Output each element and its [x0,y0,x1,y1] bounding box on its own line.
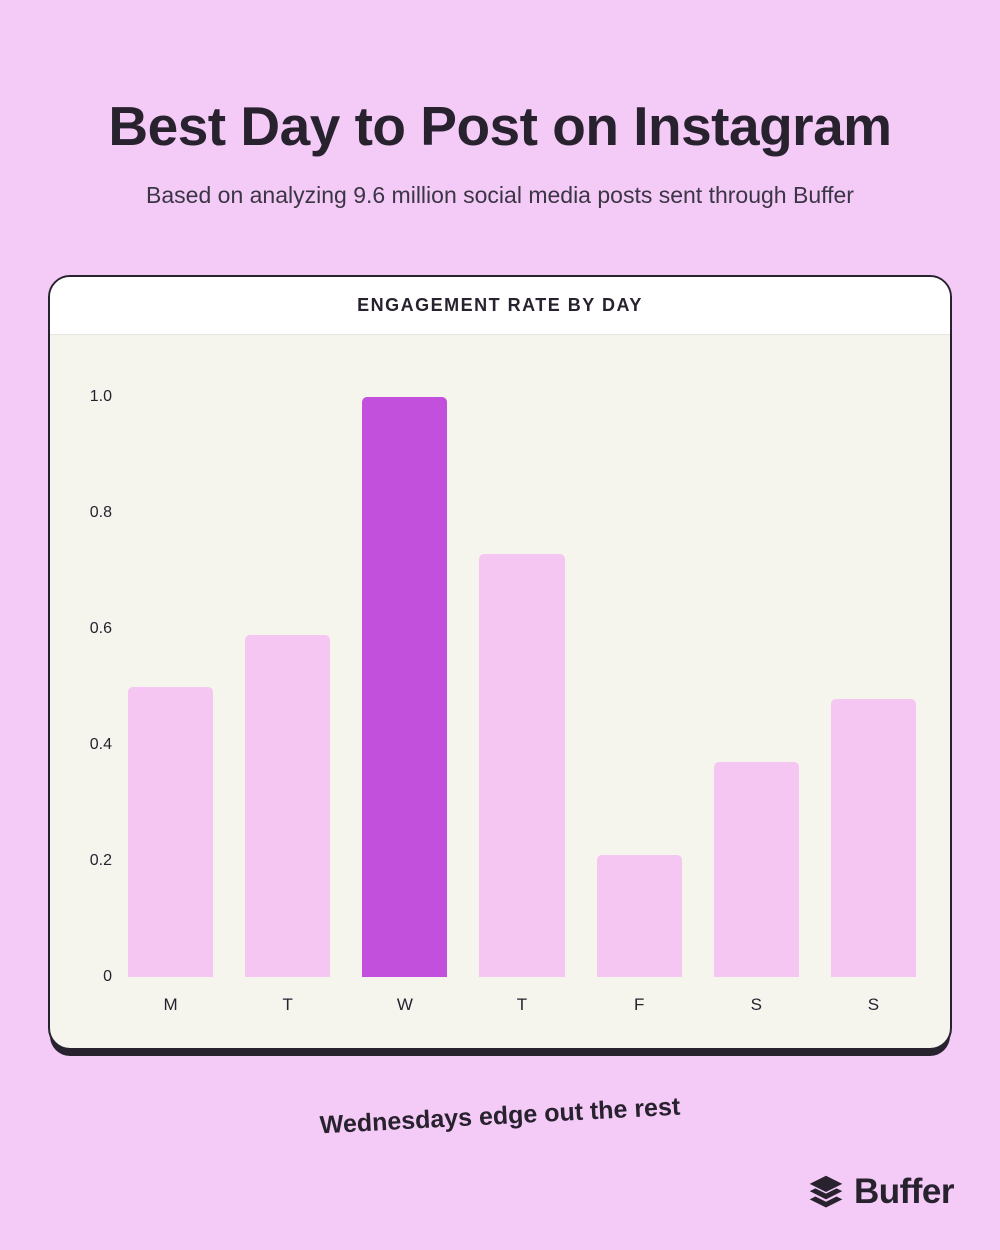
page-title: Best Day to Post on Instagram [108,95,892,157]
y-tick-label: 0.6 [89,620,112,637]
x-axis-label-4: F [633,995,645,1014]
y-tick-label: 0.4 [89,736,112,753]
page-subtitle: Based on analyzing 9.6 million social me… [146,182,854,208]
bar-s-5 [713,762,799,977]
chart-card: ENGAGEMENT RATE BY DAY 0 0.2 0.4 0.6 0.8 1.0 … [48,275,952,1050]
chart-title: ENGAGEMENT RATE BY DAY [50,277,950,335]
y-tick-label: 0 [103,968,112,985]
y-tick-label: 0.2 [89,852,112,869]
bar-f-4 [596,855,682,977]
x-axis-label-6: S [867,995,880,1014]
bars [128,397,916,977]
infographic: Best Day to Post on Instagram Based on a… [0,0,1000,1211]
bar-w-2 [362,397,448,977]
buffer-layers-icon [809,1175,843,1208]
y-tick-label: 1.0 [89,388,112,405]
buffer-logo: Buffer [807,1172,955,1212]
bar-t-1 [245,634,331,977]
chart-plot-area: 0 0.2 0.4 0.6 0.8 1.0 [90,388,916,985]
x-axis-label-2: W [396,995,413,1014]
bar-s-6 [830,698,916,977]
y-tick-label: 0.8 [89,504,112,521]
bar-t-3 [479,553,565,977]
x-axis-label-1: T [282,995,293,1014]
x-axis-label-3: T [516,995,528,1014]
x-axis-label-0: M [163,995,178,1014]
x-axis-label-5: S [750,995,762,1014]
bar-m-0 [128,687,214,977]
buffer-wordmark: Buffer [853,1172,955,1211]
caption: Wednesdays edge out the rest [319,1092,681,1140]
